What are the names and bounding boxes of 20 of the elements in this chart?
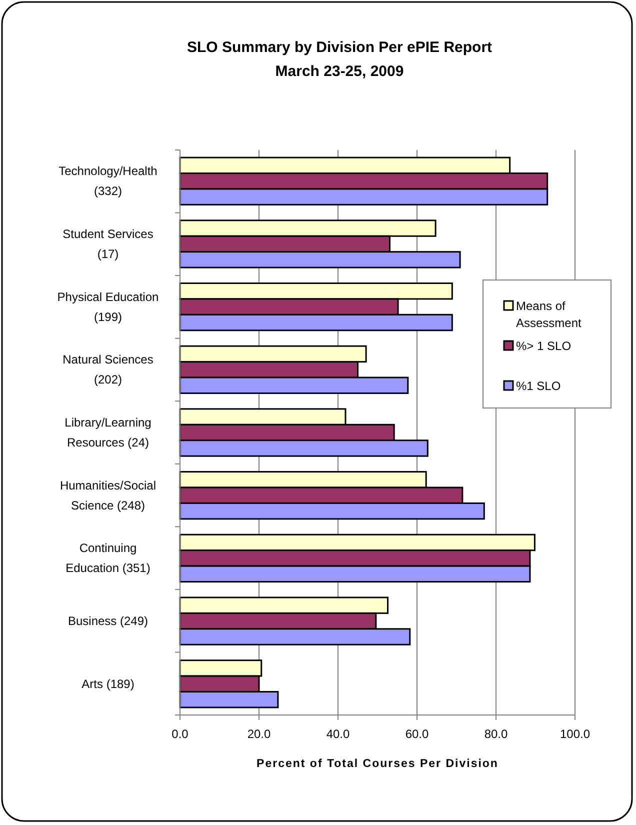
legend-label: Means of Assessment: [516, 299, 582, 330]
x-tick-label: 40.0: [326, 727, 350, 741]
legend-label: %1 SLO: [516, 379, 561, 393]
y-tick-label: Student Services (17): [62, 226, 154, 261]
y-tick-label: Continuing Education (351): [66, 541, 150, 576]
y-tick-label: Physical Education (199): [57, 290, 159, 324]
y-tick-label: Technology/Health (332): [58, 164, 158, 198]
y-tick-label: Arts (189): [82, 676, 134, 691]
y-tick-label: Library/Learning Resources (24): [64, 416, 152, 450]
x-tick-label: 0.0: [172, 727, 189, 741]
legend-label: %> 1 SLO: [516, 339, 572, 353]
x-tick-label: 60.0: [405, 727, 429, 741]
y-tick-label: Business (249): [68, 614, 148, 628]
x-tick-label: 20.0: [247, 727, 271, 741]
y-tick-label: Natural Sciences (202): [62, 352, 154, 387]
x-tick-label: 100.0: [560, 727, 590, 741]
x-tick-label: 80.0: [484, 727, 508, 741]
x-axis-title: Percent of Total Courses Per Division: [256, 758, 498, 770]
chart-title: SLO Summary by Division Per ePIE Report March 23-25, 2009: [186, 39, 492, 80]
y-tick-label: Humanities/Social Science (248): [60, 478, 156, 512]
